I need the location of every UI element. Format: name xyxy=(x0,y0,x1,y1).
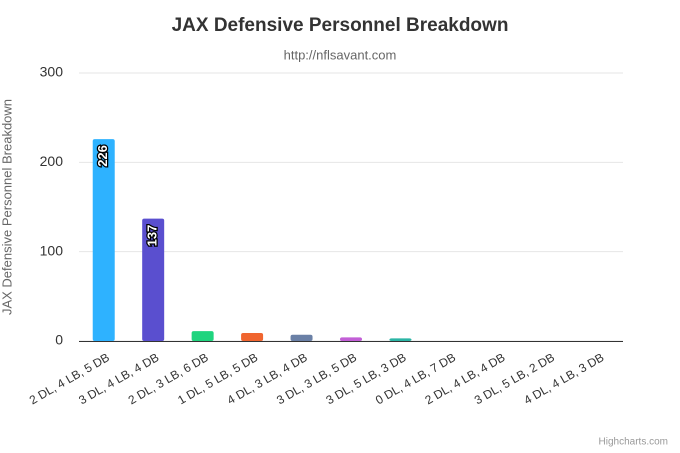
bar xyxy=(389,338,412,341)
bar xyxy=(92,139,115,341)
bar xyxy=(290,334,313,341)
bar xyxy=(142,218,165,341)
bar xyxy=(241,332,264,341)
y-axis-label: JAX Defensive Personnel Breakdown xyxy=(0,99,14,315)
y-tick-label: 200 xyxy=(40,153,64,169)
y-tick-label: 0 xyxy=(55,332,63,348)
bar xyxy=(191,331,214,341)
chart-subtitle: http://nflsavant.com xyxy=(284,47,397,62)
credits: Highcharts.com xyxy=(599,437,668,448)
data-label: 137 xyxy=(145,225,160,247)
bar xyxy=(340,337,362,341)
chart-title: JAX Defensive Personnel Breakdown xyxy=(172,15,509,36)
y-tick-label: 100 xyxy=(40,242,64,258)
data-label: 226 xyxy=(95,145,110,167)
y-tick-label: 300 xyxy=(40,64,64,80)
x-tick-label: 2 DL, 4 LB, 5 DB xyxy=(27,350,112,407)
